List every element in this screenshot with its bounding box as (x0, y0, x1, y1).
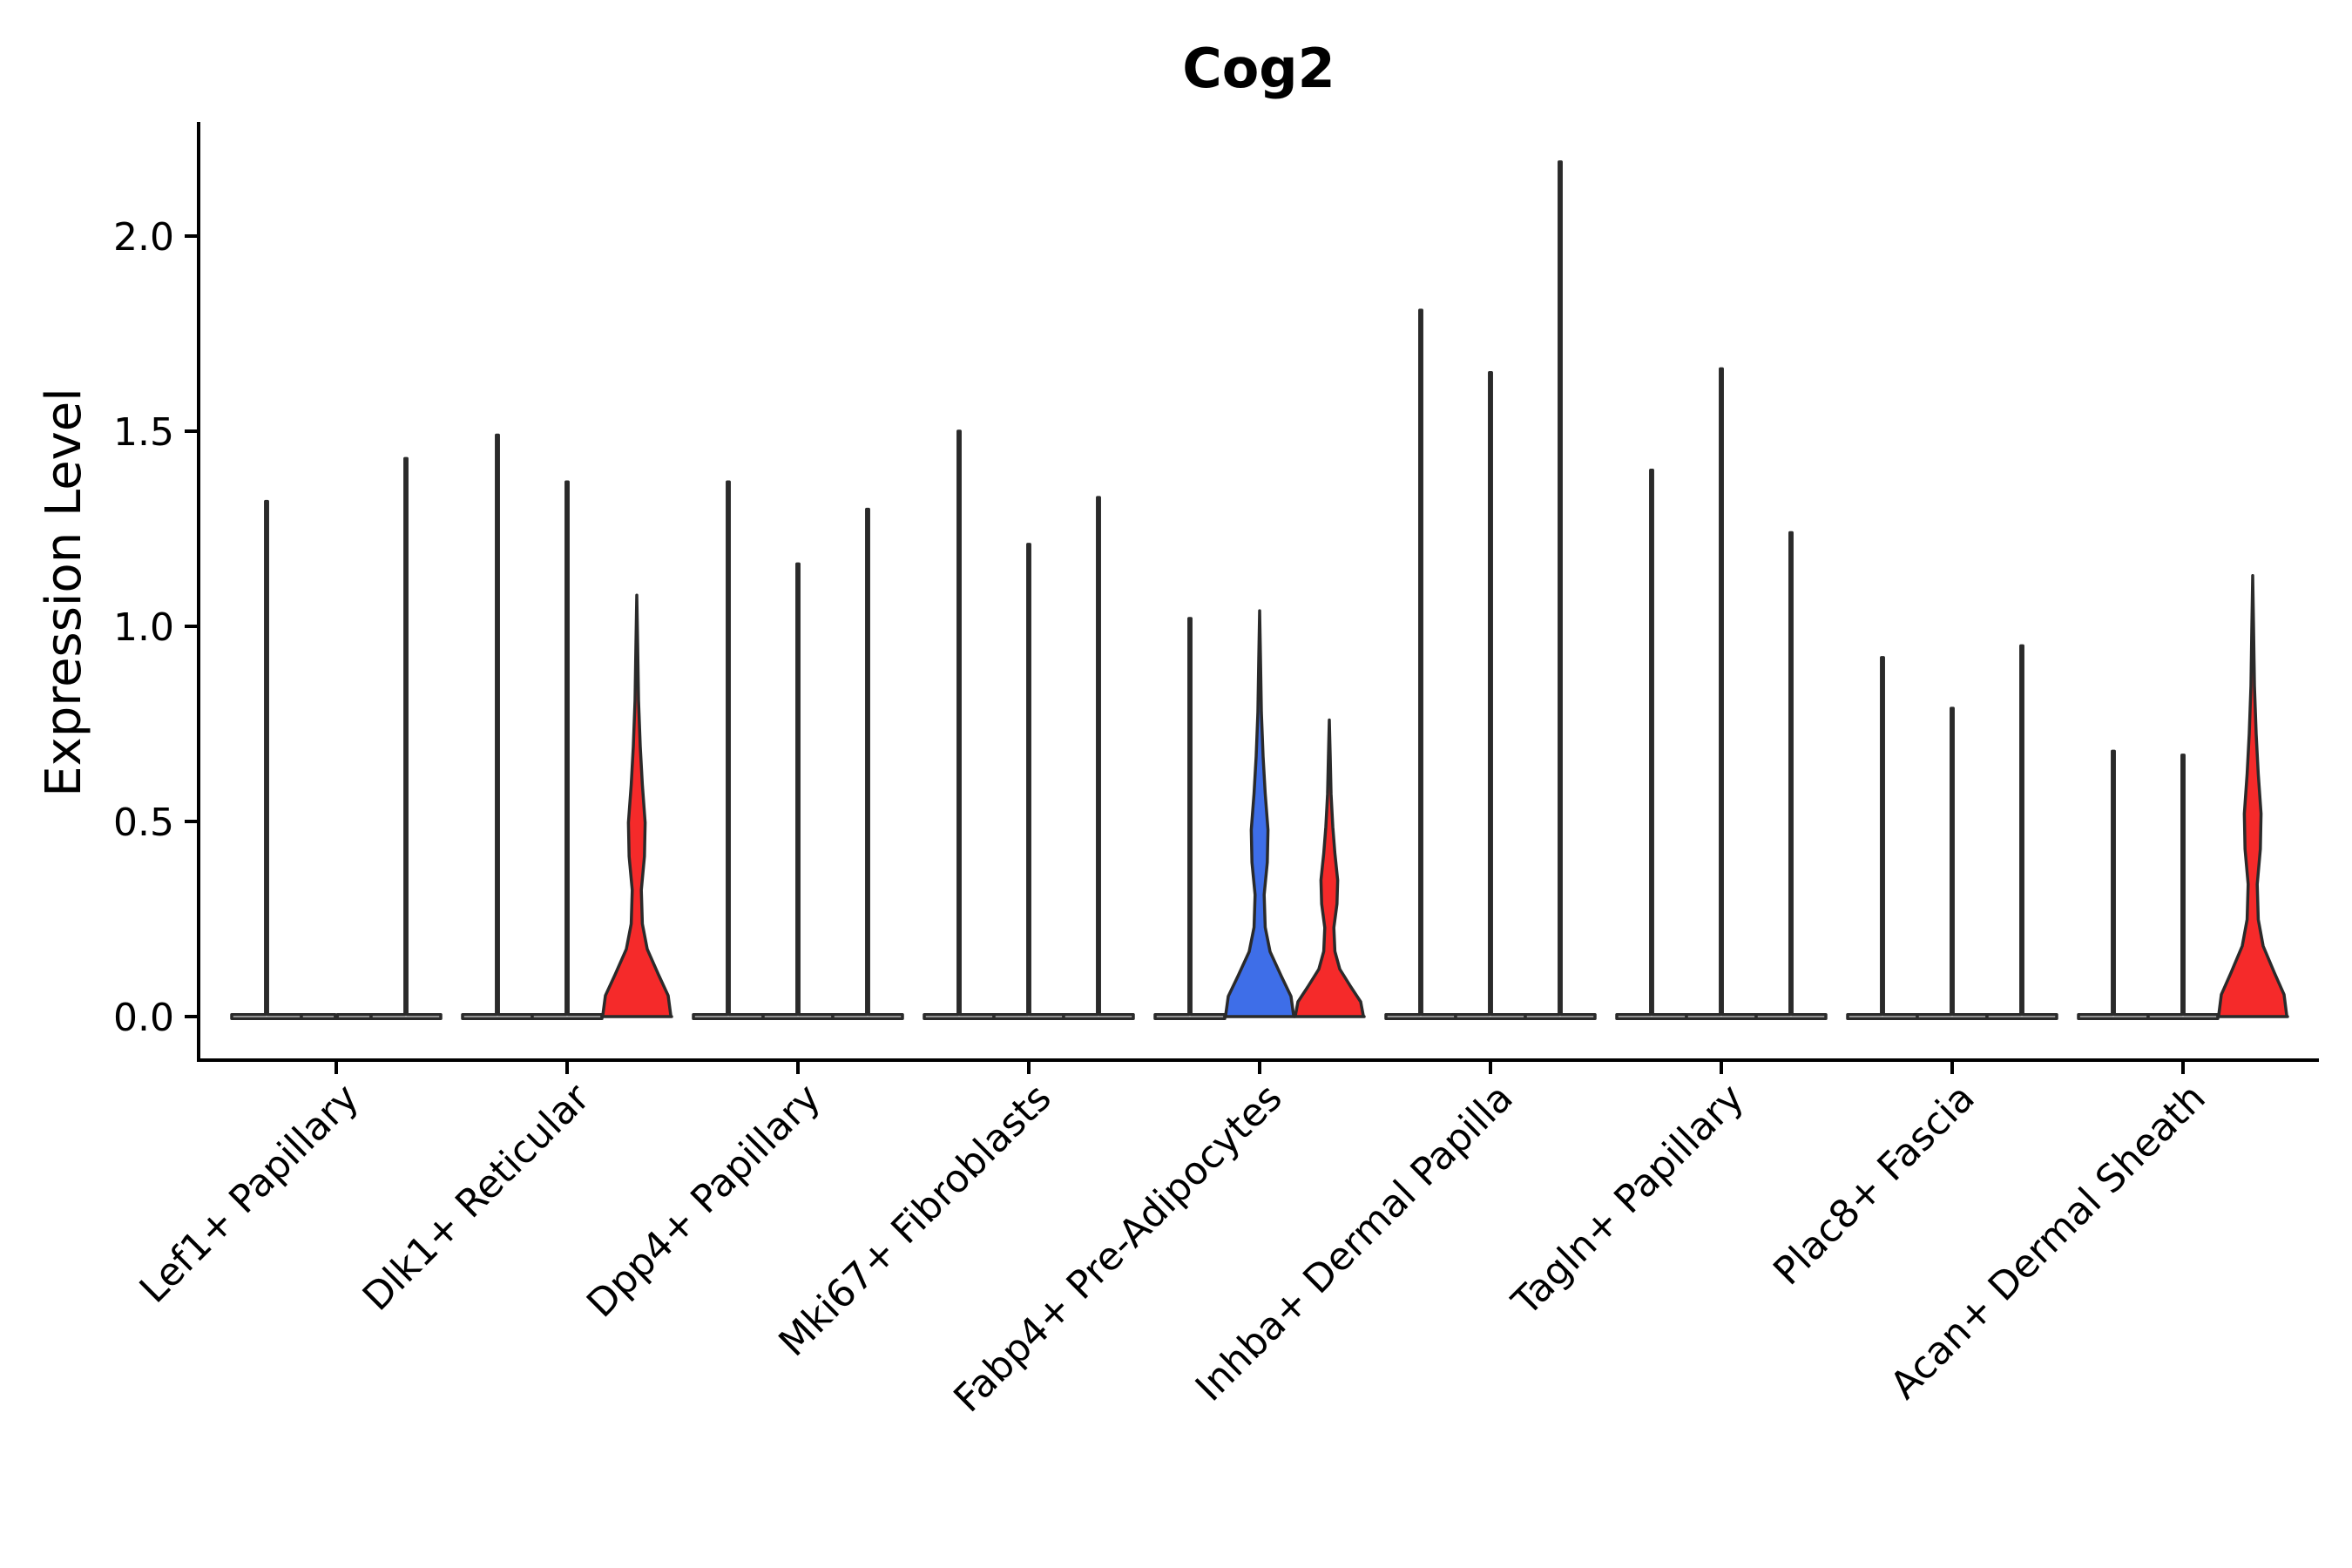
x-tick-label: Tagln+ Papillary (1504, 1076, 1753, 1325)
y-tick-label: 1.0 (113, 605, 174, 650)
violin-6-2 (1754, 531, 1828, 1020)
violin-4-1 (1223, 609, 1296, 1018)
violin-0-1 (300, 1013, 373, 1020)
violin-3-1 (992, 543, 1065, 1020)
violin-7-0 (1846, 656, 1919, 1020)
violin-8-1 (2146, 754, 2220, 1020)
violin-1-2 (600, 593, 673, 1018)
violin-3-2 (1062, 496, 1135, 1020)
x-tick-label: Lef1+ Papillary (132, 1076, 368, 1312)
y-tick-label: 0.0 (113, 996, 174, 1040)
y-tick-label: 0.5 (113, 801, 174, 845)
violin-5-0 (1384, 308, 1457, 1020)
violin-layer (230, 160, 2289, 1020)
violin-8-0 (2077, 749, 2150, 1020)
x-tick-label: Dpp4+ Papillary (578, 1076, 829, 1327)
y-axis-label: Expression Level (36, 388, 92, 797)
violin-8-2 (2216, 574, 2289, 1018)
violin-0-2 (369, 456, 443, 1020)
x-tick-label: Plac8+ Fascia (1765, 1076, 1984, 1294)
x-tick-label: Dlk1+ Reticular (355, 1075, 599, 1320)
violin-3-0 (923, 429, 996, 1020)
y-tick-label: 1.5 (113, 410, 174, 455)
violin-5-1 (1454, 371, 1527, 1020)
chart-title: Cog2 (1182, 37, 1335, 100)
violin-1-0 (461, 433, 534, 1020)
violin-6-0 (1615, 469, 1688, 1020)
violin-4-2 (1293, 718, 1366, 1018)
violin-5-2 (1524, 160, 1597, 1020)
violin-7-1 (1916, 706, 1989, 1020)
violin-6-1 (1685, 367, 1758, 1020)
violin-2-2 (831, 507, 904, 1020)
violin-2-1 (761, 562, 835, 1020)
violin-4-0 (1153, 617, 1227, 1020)
violin-0-0 (230, 499, 303, 1020)
violin-1-1 (531, 480, 604, 1020)
violin-7-2 (1985, 644, 2058, 1020)
y-tick-label: 2.0 (113, 215, 174, 260)
violin-2-0 (692, 480, 765, 1020)
